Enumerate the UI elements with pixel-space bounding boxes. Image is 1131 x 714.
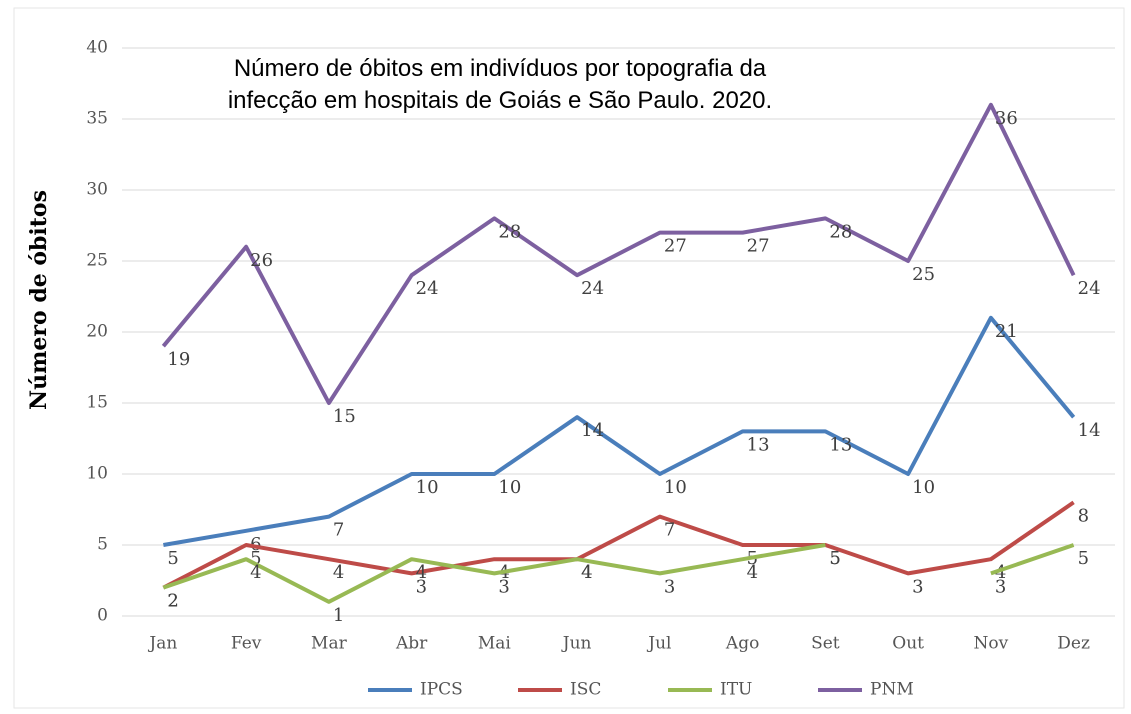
data-label: 10 xyxy=(416,477,439,498)
y-tick-label: 40 xyxy=(86,38,108,58)
data-label: 4 xyxy=(581,562,592,583)
data-label: 21 xyxy=(995,321,1018,342)
data-label: 36 xyxy=(995,108,1018,129)
data-label: 4 xyxy=(995,562,1006,583)
x-tick-label: Jul xyxy=(646,634,671,654)
data-label: 10 xyxy=(912,477,935,498)
data-label: 4 xyxy=(250,562,261,583)
data-label: 3 xyxy=(912,576,923,597)
data-label: 2 xyxy=(167,591,178,612)
y-tick-label: 0 xyxy=(97,606,108,626)
data-label: 28 xyxy=(498,221,521,242)
data-label: 5 xyxy=(829,548,840,569)
data-label: 6 xyxy=(250,534,261,555)
data-label: 5 xyxy=(829,548,840,569)
data-label: 13 xyxy=(829,434,852,455)
y-tick-label: 15 xyxy=(86,393,108,413)
legend-label: IPCS xyxy=(420,680,463,700)
data-label: 19 xyxy=(167,349,190,370)
y-tick-label: 20 xyxy=(86,322,108,342)
legend-label: ITU xyxy=(720,680,752,700)
x-tick-label: Nov xyxy=(974,634,1009,654)
data-label: 2 xyxy=(167,591,178,612)
data-label: 3 xyxy=(664,576,675,597)
x-tick-label: Jun xyxy=(561,634,592,654)
series-line xyxy=(161,102,1076,405)
chart-title: Número de óbitos em indivíduos por topog… xyxy=(234,55,767,82)
data-label: 5 xyxy=(250,548,261,569)
x-tick-label: Ago xyxy=(725,634,759,654)
data-label: 25 xyxy=(912,264,935,285)
y-tick-label: 35 xyxy=(86,109,108,129)
data-label: 7 xyxy=(664,520,675,541)
data-label: 24 xyxy=(416,278,439,299)
data-label: 3 xyxy=(498,576,509,597)
y-tick-label: 10 xyxy=(86,464,108,484)
data-label: 1 xyxy=(333,605,344,626)
legend-label: PNM xyxy=(870,680,914,700)
data-label: 28 xyxy=(829,221,852,242)
data-label: 7 xyxy=(333,520,344,541)
data-label: 13 xyxy=(747,434,770,455)
series-line xyxy=(162,500,1075,590)
x-tick-label: Fev xyxy=(231,634,262,654)
data-label: 3 xyxy=(416,576,427,597)
data-label: 27 xyxy=(664,236,687,257)
data-label: 5 xyxy=(1078,548,1089,569)
y-tick-label: 5 xyxy=(97,535,108,555)
data-label: 4 xyxy=(333,562,344,583)
y-axis-label: Número de óbitos xyxy=(26,190,52,410)
data-label: 15 xyxy=(333,406,356,427)
x-tick-label: Mar xyxy=(311,634,348,654)
data-label: 5 xyxy=(167,548,178,569)
x-tick-label: Set xyxy=(811,634,840,654)
legend-label: ISC xyxy=(570,680,601,700)
chart-frame xyxy=(13,7,1125,709)
data-label: 26 xyxy=(250,250,273,271)
data-label: 27 xyxy=(747,236,770,257)
series-line xyxy=(163,315,1076,547)
x-tick-label: Dez xyxy=(1057,634,1090,654)
x-tick-label: Out xyxy=(892,634,924,654)
data-label: 14 xyxy=(1078,420,1101,441)
data-label: 10 xyxy=(664,477,687,498)
series-line xyxy=(162,543,1075,604)
data-label: 14 xyxy=(581,420,604,441)
y-tick-label: 25 xyxy=(86,251,108,271)
data-label: 4 xyxy=(747,562,758,583)
x-tick-label: Jan xyxy=(147,634,177,654)
chart-title: infecção em hospitais de Goiás e São Pau… xyxy=(228,87,772,114)
data-label: 24 xyxy=(1078,278,1101,299)
data-label: 24 xyxy=(581,278,604,299)
data-label: 4 xyxy=(581,562,592,583)
data-label: 3 xyxy=(995,576,1006,597)
y-tick-label: 30 xyxy=(86,180,108,200)
x-tick-label: Mai xyxy=(478,634,512,654)
data-label: 4 xyxy=(416,562,427,583)
x-tick-label: Abr xyxy=(395,634,428,654)
data-label: 8 xyxy=(1078,505,1089,526)
data-label: 10 xyxy=(498,477,521,498)
